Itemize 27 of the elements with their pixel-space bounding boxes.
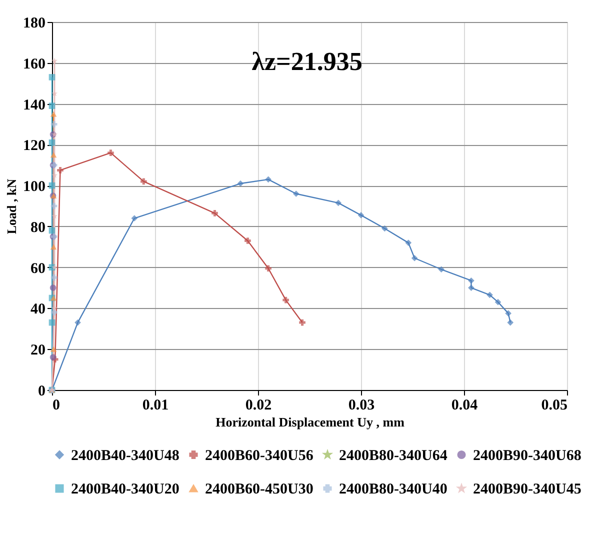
y-tick-label: 100	[23, 179, 46, 196]
y-axis-title: Load , kN	[4, 178, 19, 234]
y-tick-label: 160	[23, 56, 46, 72]
y-tick-label: 40	[30, 302, 46, 318]
legend-label: 2400B80-340U64	[339, 448, 448, 464]
legend-label: 2400B90-340U68	[473, 448, 582, 464]
legend-label: 2400B40-340U48	[71, 448, 180, 464]
legend-label: 2400B60-450U30	[205, 482, 314, 498]
y-tick-label: 20	[30, 342, 46, 359]
x-tick-label: 0.05	[541, 398, 568, 414]
y-tick-label: 120	[23, 138, 46, 154]
x-tick-label: 0.01	[142, 398, 169, 414]
y-tick-label: 0	[38, 384, 46, 400]
y-tick-label: 180	[23, 16, 46, 32]
legend-label: 2400B40-340U20	[71, 482, 180, 498]
y-tick-label: 140	[23, 97, 46, 114]
y-tick-label: 80	[30, 220, 46, 236]
legend-label: 2400B60-340U56	[205, 448, 314, 464]
y-tick-label: 60	[30, 260, 46, 277]
legend-label: 2400B90-340U45	[473, 482, 582, 498]
annotation: λz=21.935	[252, 47, 362, 76]
legend-label: 2400B80-340U40	[339, 482, 448, 498]
x-tick-label: 0	[52, 398, 60, 414]
x-tick-label: 0.04	[451, 398, 478, 414]
x-axis-title: Horizontal Displacement Uy , mm	[216, 414, 405, 430]
x-tick-label: 0.03	[348, 398, 375, 414]
x-tick-label: 0.02	[245, 398, 272, 414]
